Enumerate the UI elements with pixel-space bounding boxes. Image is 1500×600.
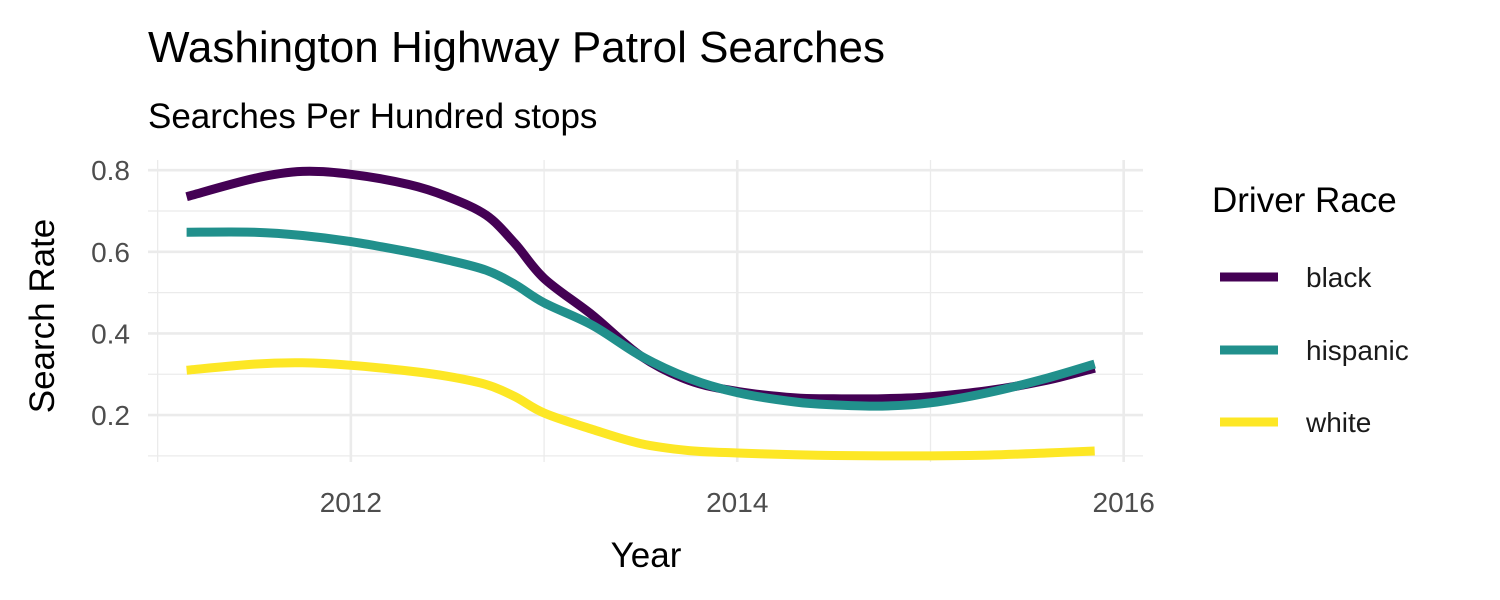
series-line-hispanic xyxy=(186,227,1096,411)
y-axis-title: Search Rate xyxy=(23,219,62,414)
y-tick-label: 0.8 xyxy=(91,155,130,186)
series-line-white xyxy=(186,358,1095,461)
chart-subtitle: Searches Per Hundred stops xyxy=(148,97,597,136)
y-tick-label: 0.6 xyxy=(91,237,130,268)
x-axis-title: Year xyxy=(611,536,682,575)
series-lines xyxy=(185,166,1096,461)
legend-label-hispanic: hispanic xyxy=(1306,335,1409,366)
x-tick-label: 2014 xyxy=(706,487,768,518)
y-tick-label: 0.2 xyxy=(91,400,130,431)
x-axis-ticks: 2012 2014 2016 xyxy=(320,487,1155,518)
y-tick-label: 0.4 xyxy=(91,318,130,349)
grid xyxy=(148,160,1143,462)
legend: Driver Race black hispanic white xyxy=(1212,181,1409,438)
y-axis-ticks: 0.2 0.4 0.6 0.8 xyxy=(91,155,130,431)
legend-title: Driver Race xyxy=(1212,181,1397,220)
x-tick-label: 2016 xyxy=(1093,487,1155,518)
legend-label-white: white xyxy=(1305,407,1371,438)
chart-title: Washington Highway Patrol Searches xyxy=(148,23,885,72)
legend-label-black: black xyxy=(1306,262,1372,293)
x-tick-label: 2012 xyxy=(320,487,382,518)
legend-items: black hispanic white xyxy=(1220,262,1409,438)
